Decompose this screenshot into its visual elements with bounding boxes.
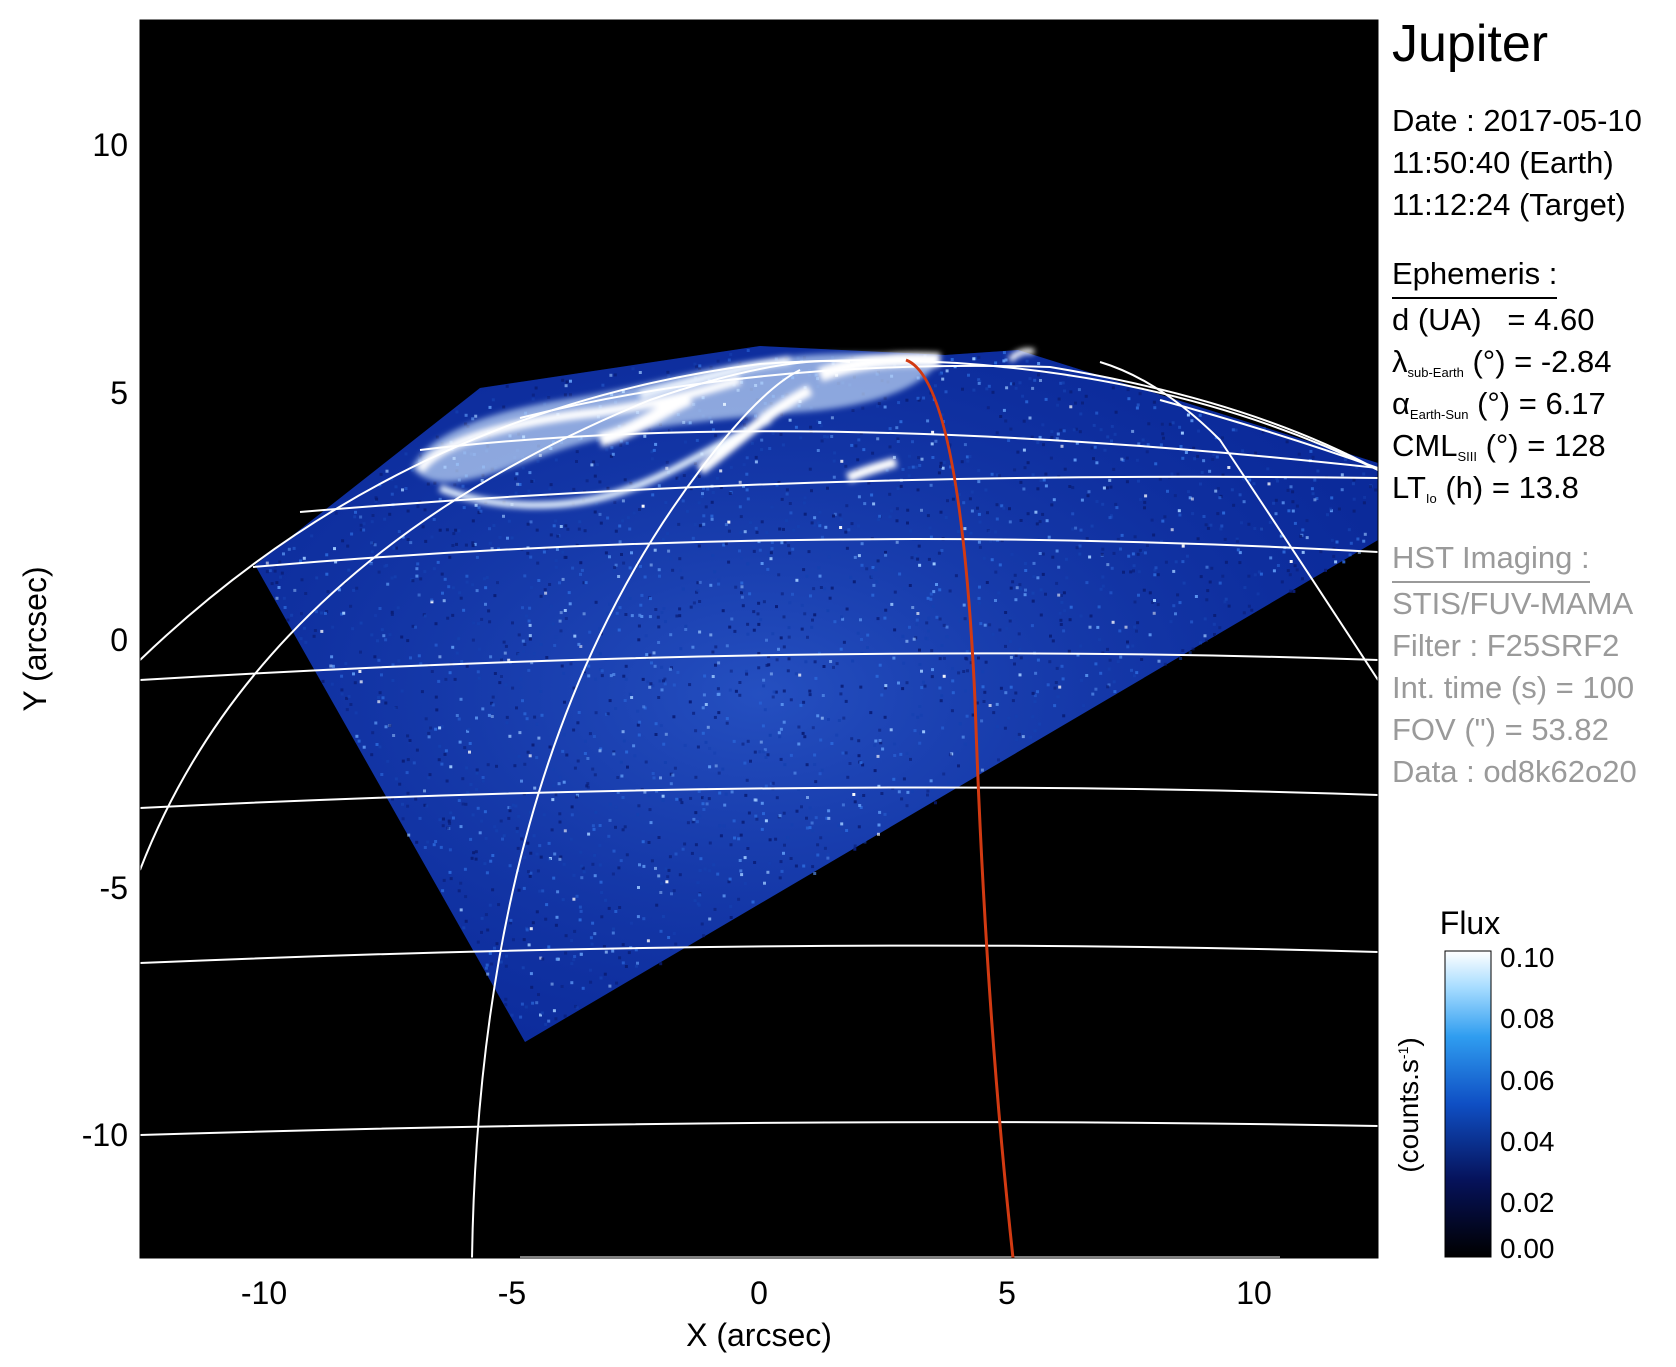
latitude-grid [140,364,1378,1258]
reference-meridian-line [905,358,1015,1258]
colorbar-tick-label: 0.02 [1500,1187,1555,1218]
plot-frame [139,19,1379,1259]
y-tick-label: 0 [110,622,128,658]
colorbar-gradient [1444,950,1492,1258]
hst-instrument: STIS/FUV-MAMA [1392,586,1634,621]
colorbar-tick-label: 0.04 [1500,1126,1555,1157]
x-tick-label: -5 [498,1275,526,1311]
hst-data-id: Data : od8k62o20 [1392,754,1637,789]
colorbar-tick-label: 0.10 [1500,942,1555,973]
x-tick-label: 0 [750,1275,768,1311]
ephemeris-local-time: LTIo (h) = 13.8 [1392,470,1579,506]
ephemeris-cml: CMLSIII (°) = 128 [1392,428,1606,464]
ephemeris-heading: Ephemeris : [1392,256,1558,299]
x-tick-label: 10 [1236,1275,1272,1311]
colorbar-title: Flux [1440,905,1500,941]
hst-heading: HST Imaging : [1392,540,1590,583]
colorbar: Flux 0.10 0.08 0.06 0.04 0.02 0.00 (coun… [1393,905,1555,1264]
time-earth: 11:50:40 (Earth) [1392,145,1614,180]
hst-fov: FOV (") = 53.82 [1392,712,1609,747]
y-axis-label: Y (arcsec) [17,566,53,711]
ephemeris-latitude: λsub-Earth (°) = -2.84 [1392,344,1612,380]
y-tick-label: 5 [110,375,128,411]
colorbar-tick-label: 0.08 [1500,1003,1555,1034]
y-tick-label: 10 [92,127,128,163]
x-axis: -10 -5 0 5 10 X (arcsec) [241,1275,1272,1353]
x-tick-label: 5 [998,1275,1016,1311]
target-title: Jupiter [1392,15,1549,73]
x-tick-label: -10 [241,1275,287,1311]
ephemeris-distance: d (UA) = 4.60 [1392,302,1595,337]
ephemeris-phase: αEarth-Sun (°) = 6.17 [1392,386,1606,422]
colorbar-unit: (counts.s-1) [1393,1037,1424,1172]
hst-int-time: Int. time (s) = 100 [1392,670,1635,705]
info-panel: Jupiter Date : 2017-05-10 11:50:40 (Eart… [1392,0,1676,1367]
longitude-grid [140,359,1378,1258]
colorbar-tick-label: 0.00 [1500,1233,1555,1264]
hst-filter: Filter : F25SRF2 [1392,628,1620,663]
y-axis: 10 5 0 -5 -10 Y (arcsec) [17,127,128,1153]
y-tick-label: -10 [82,1117,128,1153]
y-tick-label: -5 [100,870,128,906]
colorbar-tick-label: 0.06 [1500,1065,1555,1096]
x-axis-label: X (arcsec) [686,1317,832,1353]
time-target: 11:12:24 (Target) [1392,187,1626,222]
date-line: Date : 2017-05-10 [1392,103,1642,138]
